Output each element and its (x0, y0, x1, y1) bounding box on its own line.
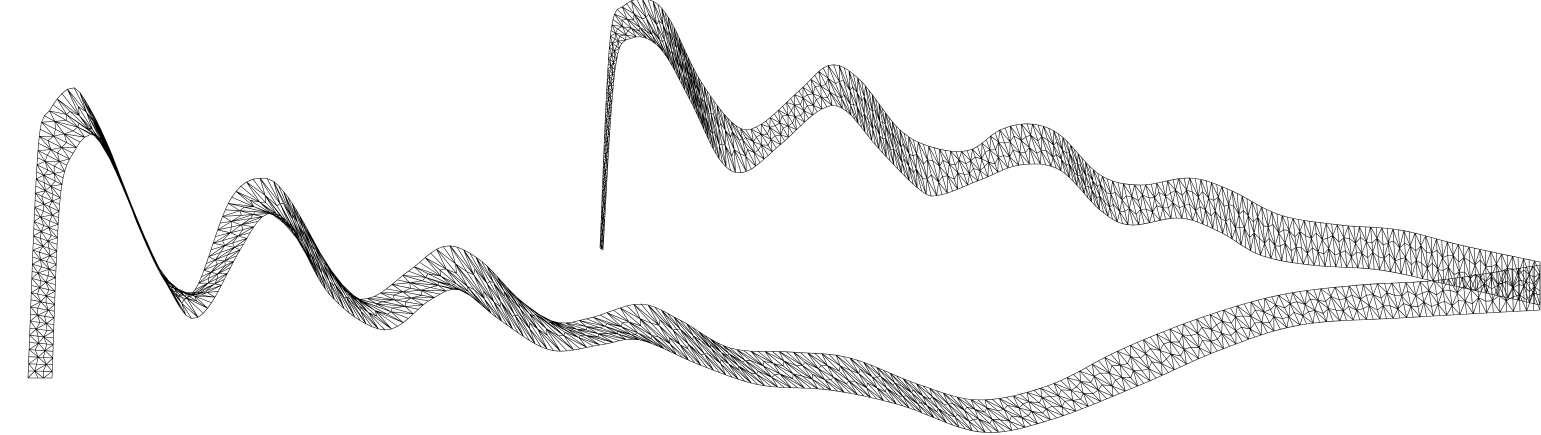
mesh-ribbon (599, 0, 1541, 306)
mesh-ribbon (27, 87, 1541, 433)
